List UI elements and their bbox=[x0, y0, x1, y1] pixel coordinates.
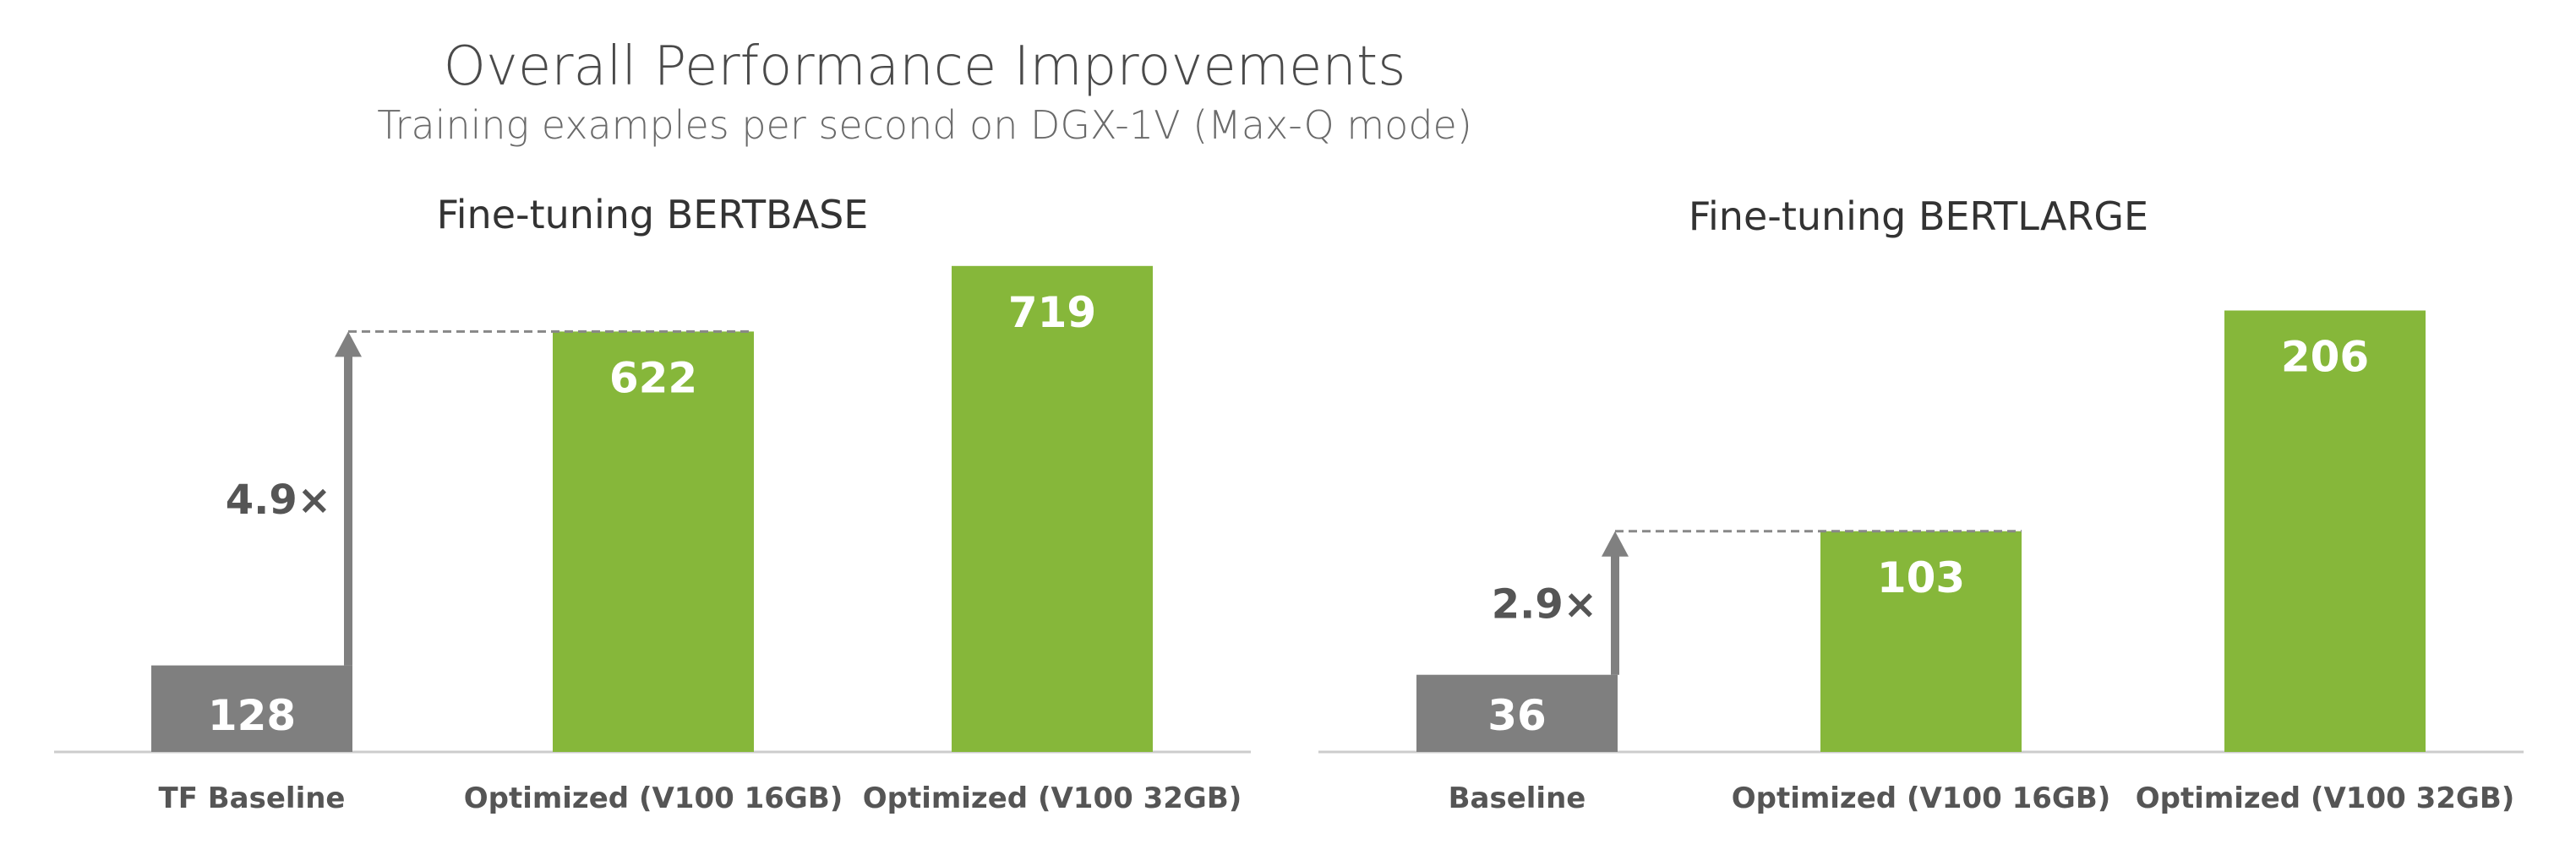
category-label: Optimized (V100 16GB) bbox=[1732, 781, 2111, 815]
speedup-arrow-head bbox=[335, 331, 362, 357]
bar-optimized-v100-16gb- bbox=[1820, 531, 2022, 752]
category-label: TF Baseline bbox=[159, 781, 346, 815]
bar-optimized-v100-32gb- bbox=[2224, 310, 2426, 752]
category-label: Optimized (V100 32GB) bbox=[863, 781, 1242, 815]
speedup-label: 4.9× bbox=[226, 477, 331, 524]
bar-value-label: 206 bbox=[2281, 333, 2369, 382]
category-label: Baseline bbox=[1449, 781, 1586, 815]
bar-value-label: 719 bbox=[1008, 288, 1096, 337]
panel-title: Fine-tuning BERTLARGE bbox=[1689, 193, 2148, 239]
panel-title: Fine-tuning BERTBASE bbox=[437, 192, 869, 237]
panel-bertbase: Fine-tuning BERTBASE 128 TF Baseline 622 Opt… bbox=[54, 192, 1251, 815]
speedup-label: 2.9× bbox=[1492, 581, 1597, 629]
chart-subtitle: Training examples per second on DGX-1V (… bbox=[377, 102, 1472, 148]
chart-title: Overall Performance Improvements bbox=[444, 35, 1406, 98]
bar-optimized-v100-32gb- bbox=[952, 265, 1153, 752]
category-label: Optimized (V100 16GB) bbox=[464, 781, 843, 815]
bar-value-label: 622 bbox=[609, 353, 697, 402]
bar-baseline bbox=[1416, 674, 1618, 752]
bar-tf-baseline bbox=[151, 665, 352, 752]
category-label: Optimized (V100 32GB) bbox=[2136, 781, 2515, 815]
panel-bertlarge: Fine-tuning BERTLARGE 36 Baseline 103 Optimi… bbox=[1318, 193, 2524, 815]
bar-value-label: 103 bbox=[1877, 553, 1965, 602]
bar-value-label: 36 bbox=[1487, 691, 1547, 740]
bar-value-label: 128 bbox=[208, 691, 296, 740]
speedup-arrow-head bbox=[1602, 531, 1629, 557]
bar-optimized-v100-16gb- bbox=[553, 331, 754, 752]
